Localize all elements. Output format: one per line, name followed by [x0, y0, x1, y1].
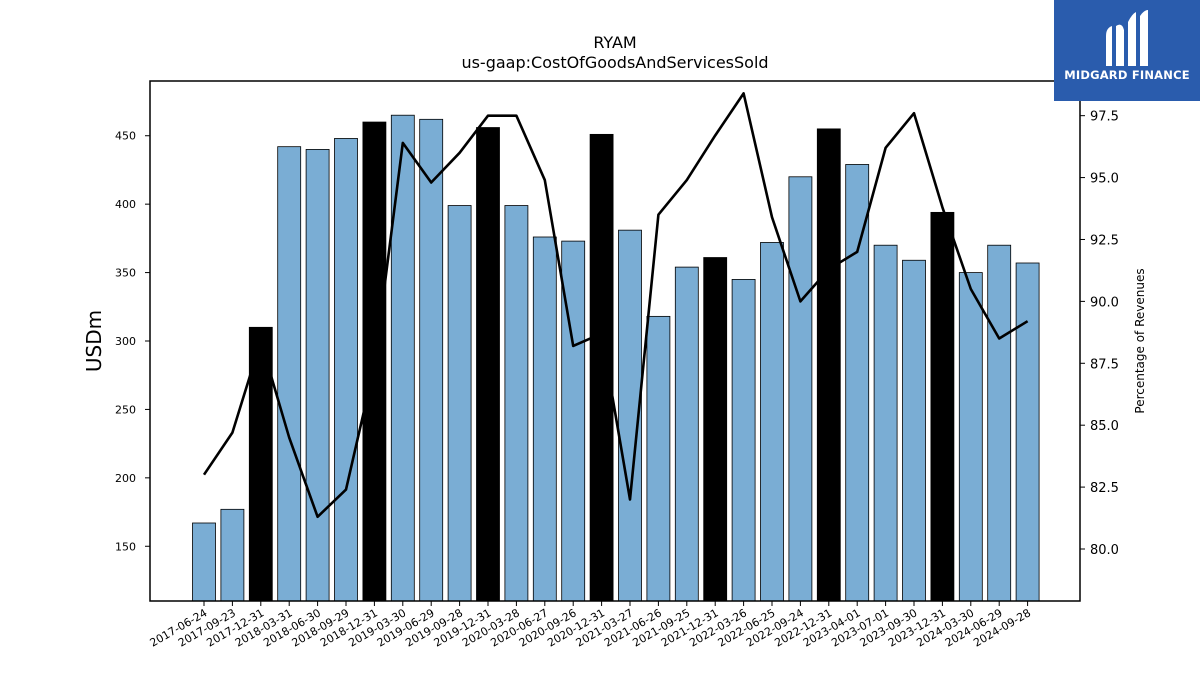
- bar-2019-03-30: [390, 114, 415, 602]
- bar-2018-03-31: [277, 146, 302, 602]
- y-tick-label-400: 400: [115, 198, 136, 211]
- bar-2023-07-01: [873, 244, 898, 602]
- bar-2020-03-28: [504, 205, 529, 602]
- y2-tick-label-95: 95.0: [1090, 172, 1119, 187]
- bar-2023-09-30: [902, 259, 926, 602]
- chart-title: RYAM: [593, 33, 636, 52]
- bar-2022-03-26: [731, 279, 756, 602]
- bar-2024-09-28: [1015, 262, 1040, 602]
- bar-2021-06-26: [646, 315, 671, 602]
- bar-2018-06-30: [305, 149, 330, 602]
- y2-tick-label-87.5: 87.5: [1090, 357, 1119, 372]
- y-tick-label-150: 150: [115, 540, 136, 553]
- y2-tick-label-90: 90.0: [1090, 295, 1119, 310]
- bar-2024-06-29: [987, 244, 1012, 602]
- bar-2023-04-01: [845, 164, 870, 602]
- y-axis-label: USDm: [82, 310, 106, 372]
- brand-logo: MIDGARD FINANCE: [1054, 0, 1200, 101]
- y-tick-label-300: 300: [115, 335, 136, 348]
- brand-name: MIDGARD FINANCE: [1064, 68, 1190, 82]
- y2-tick-label-80: 80.0: [1090, 543, 1119, 558]
- bar-2023-12-31: [930, 211, 955, 602]
- bar-2022-06-25: [760, 242, 784, 602]
- y-tick-label-200: 200: [115, 472, 136, 485]
- bars-layer: [192, 114, 1040, 602]
- line-layer: [202, 92, 1029, 519]
- midgard-m-logo-icon: [1106, 10, 1148, 67]
- bar-2021-12-31: [703, 257, 728, 602]
- bar-2021-09-25: [674, 266, 699, 602]
- bar-2019-12-31: [476, 127, 500, 602]
- bar-2022-12-31: [816, 128, 841, 602]
- chart-subtitle: us-gaap:CostOfGoodsAndServicesSold: [461, 53, 768, 72]
- y2-axis-label: Percentage of Revenues: [1133, 268, 1147, 413]
- bar-2019-06-29: [419, 118, 444, 602]
- bar-2020-12-31: [589, 133, 614, 602]
- y-tick-label-450: 450: [115, 130, 136, 143]
- y2-tick-label-85: 85.0: [1090, 419, 1119, 434]
- bar-2017-06-24: [192, 522, 216, 602]
- y-tick-label-250: 250: [115, 403, 136, 416]
- bar-2020-06-27: [532, 236, 557, 602]
- y-tick-label-350: 350: [115, 267, 136, 280]
- y2-tick-label-82.5: 82.5: [1090, 481, 1119, 496]
- bar-2017-09-23: [220, 508, 245, 602]
- bar-2019-09-28: [447, 205, 472, 602]
- y2-tick-label-97.5: 97.5: [1090, 110, 1119, 125]
- bar-2018-09-29: [334, 138, 358, 602]
- percentage-line: [202, 92, 1029, 519]
- bar-2024-03-30: [958, 272, 983, 602]
- bar-2022-09-24: [788, 176, 813, 602]
- y2-tick-label-92.5: 92.5: [1090, 233, 1119, 248]
